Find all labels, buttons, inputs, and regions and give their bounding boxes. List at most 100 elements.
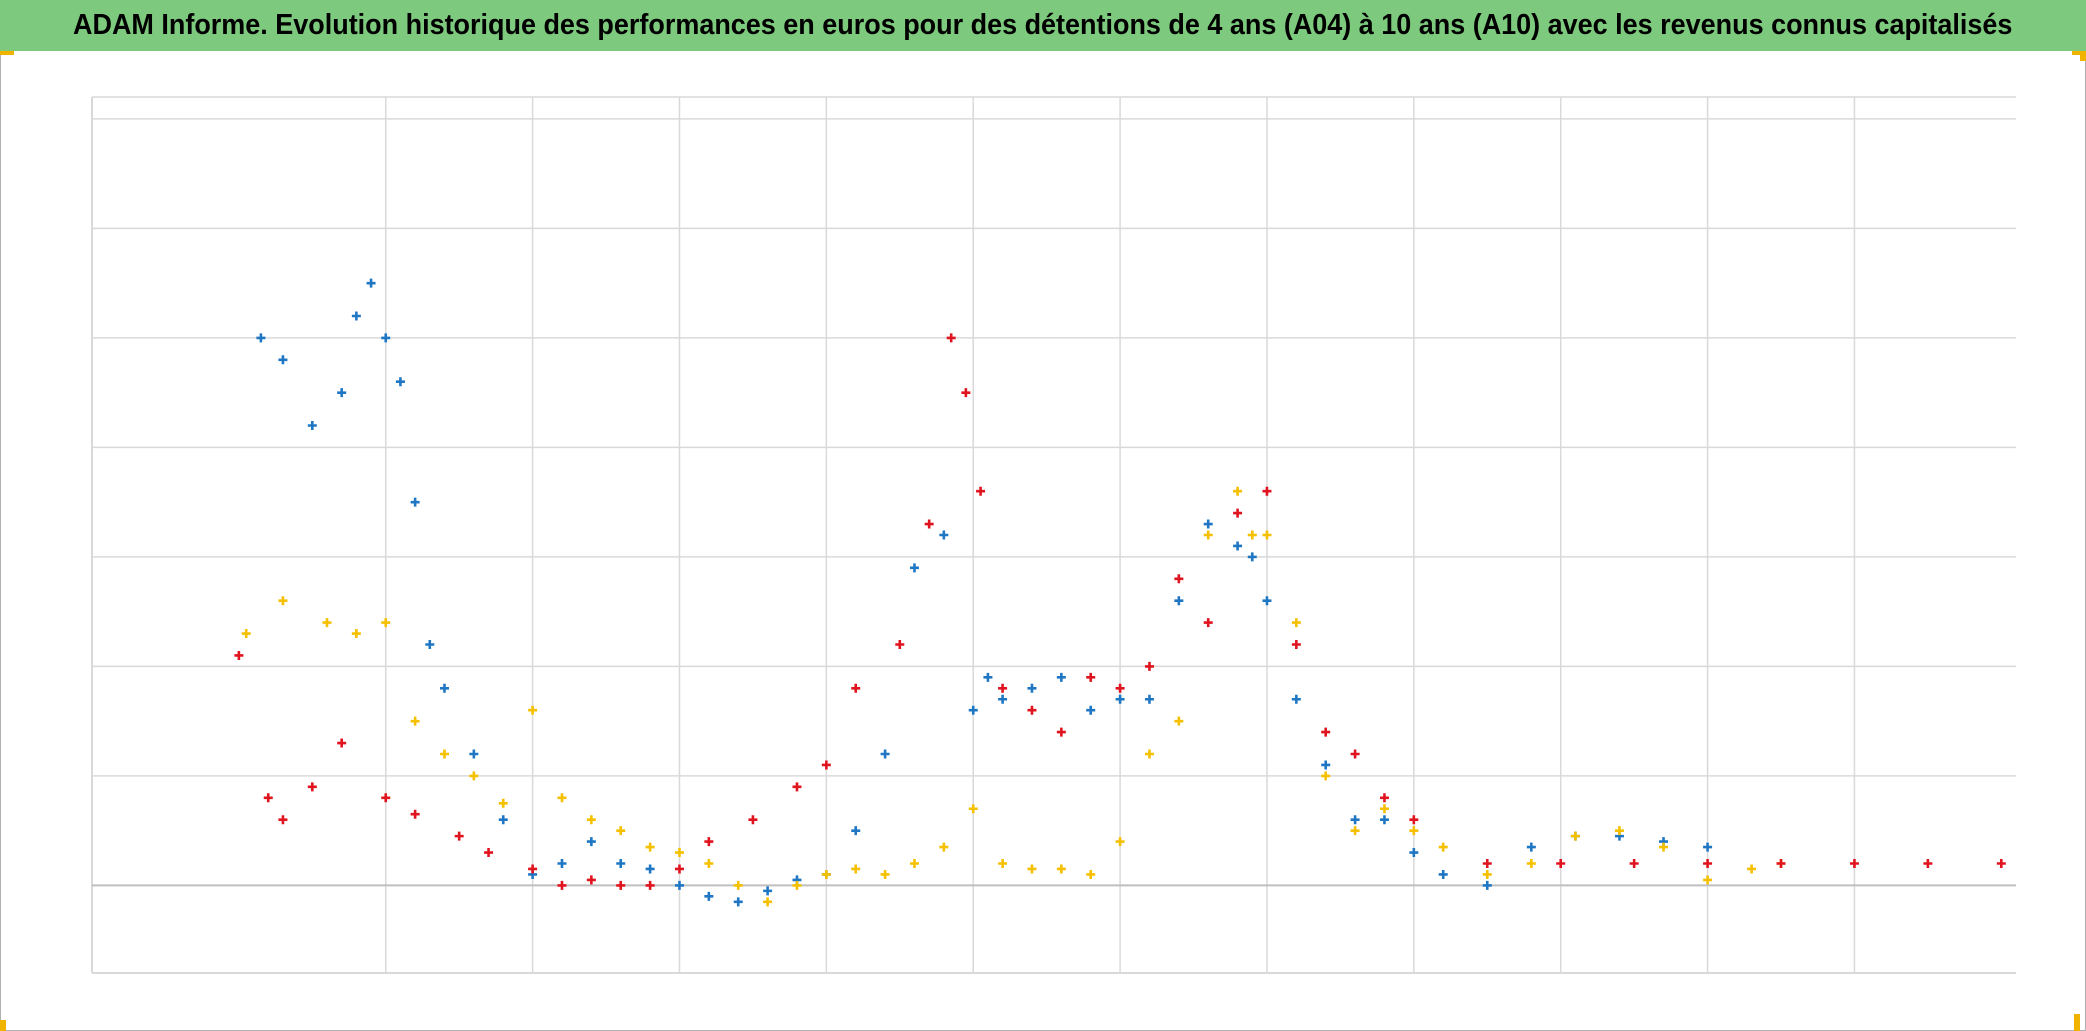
- data-point: [1659, 842, 1669, 852]
- data-point: [1291, 618, 1301, 628]
- data-point: [616, 826, 626, 836]
- data-point: [909, 563, 919, 573]
- data-point: [366, 278, 376, 288]
- data-point: [1482, 880, 1492, 890]
- data-point: [1409, 815, 1419, 825]
- corner-mark-right-edge: [2080, 51, 2086, 61]
- data-point: [1086, 672, 1096, 682]
- data-point: [1703, 842, 1713, 852]
- data-point: [1144, 661, 1154, 671]
- series-1: [241, 486, 1786, 907]
- data-point: [1996, 859, 2006, 868]
- data-point: [880, 749, 890, 759]
- data-point: [1350, 826, 1360, 836]
- data-point: [1262, 596, 1272, 606]
- data-point: [1115, 683, 1125, 693]
- data-point: [1203, 519, 1213, 529]
- data-point: [528, 864, 538, 874]
- data-point: [616, 880, 626, 890]
- data-point: [1629, 859, 1639, 868]
- data-point: [469, 749, 479, 759]
- data-point: [278, 815, 288, 825]
- data-point: [1027, 864, 1037, 874]
- data-point: [1247, 552, 1257, 562]
- data-point: [792, 880, 802, 890]
- data-point: [557, 880, 567, 890]
- data-point: [1409, 826, 1419, 836]
- corner-mark-bottom-right: [2074, 1014, 2080, 1031]
- data-point: [1438, 869, 1448, 879]
- data-point: [704, 891, 714, 901]
- data-point: [395, 377, 405, 387]
- data-point: [616, 859, 626, 868]
- data-point: [674, 864, 684, 874]
- data-point: [1144, 694, 1154, 704]
- title-bar: ADAM Informe. Evolution historique des p…: [0, 0, 2086, 51]
- data-point: [1086, 869, 1096, 879]
- data-point: [410, 809, 420, 819]
- data-point: [674, 880, 684, 890]
- gridlines: [91, 96, 2016, 974]
- data-point: [337, 738, 347, 748]
- data-point: [586, 815, 596, 825]
- data-point: [1321, 727, 1331, 737]
- data-point: [557, 859, 567, 868]
- data-point: [1056, 727, 1066, 737]
- data-point: [1027, 683, 1037, 693]
- data-point: [821, 760, 831, 770]
- data-point: [1379, 804, 1389, 814]
- data-point: [1262, 486, 1272, 496]
- corner-mark-top-left: [0, 51, 14, 55]
- data-point: [1614, 826, 1624, 836]
- data-point: [1086, 705, 1096, 715]
- data-point: [1321, 771, 1331, 781]
- data-point: [1174, 596, 1184, 606]
- data-point: [1262, 530, 1272, 540]
- data-point: [1482, 859, 1492, 868]
- data-point: [469, 771, 479, 781]
- data-point: [439, 683, 449, 693]
- data-point: [1203, 618, 1213, 628]
- data-point: [1379, 793, 1389, 803]
- data-point: [498, 798, 508, 808]
- data-point: [1174, 716, 1184, 726]
- data-point: [454, 831, 464, 841]
- data-point: [1703, 859, 1713, 868]
- data-point: [278, 596, 288, 606]
- data-point: [895, 640, 905, 649]
- data-point: [1115, 837, 1125, 847]
- data-point: [821, 869, 831, 879]
- data-point: [307, 782, 317, 792]
- data-series: [234, 278, 2006, 907]
- data-point: [1233, 508, 1243, 518]
- data-point: [704, 837, 714, 847]
- data-point: [645, 864, 655, 874]
- data-point: [241, 629, 251, 639]
- data-point: [256, 333, 266, 343]
- data-point: [968, 705, 978, 715]
- data-point: [946, 333, 956, 343]
- data-point: [763, 886, 773, 896]
- data-point: [1526, 842, 1536, 852]
- data-point: [998, 694, 1008, 704]
- data-point: [307, 421, 317, 430]
- data-point: [851, 864, 861, 874]
- corner-mark-top-right: [2072, 51, 2086, 55]
- data-point: [586, 875, 596, 885]
- data-point: [1115, 694, 1125, 704]
- data-point: [1350, 815, 1360, 825]
- data-point: [1526, 859, 1536, 868]
- data-point: [439, 749, 449, 759]
- data-point: [337, 388, 347, 398]
- data-point: [851, 826, 861, 836]
- data-point: [1409, 848, 1419, 858]
- data-point: [1379, 815, 1389, 825]
- data-point: [645, 880, 655, 890]
- data-point: [322, 618, 332, 628]
- data-point: [976, 486, 986, 496]
- data-point: [557, 793, 567, 803]
- data-point: [1703, 875, 1713, 885]
- data-point: [998, 683, 1008, 693]
- data-point: [1570, 831, 1580, 841]
